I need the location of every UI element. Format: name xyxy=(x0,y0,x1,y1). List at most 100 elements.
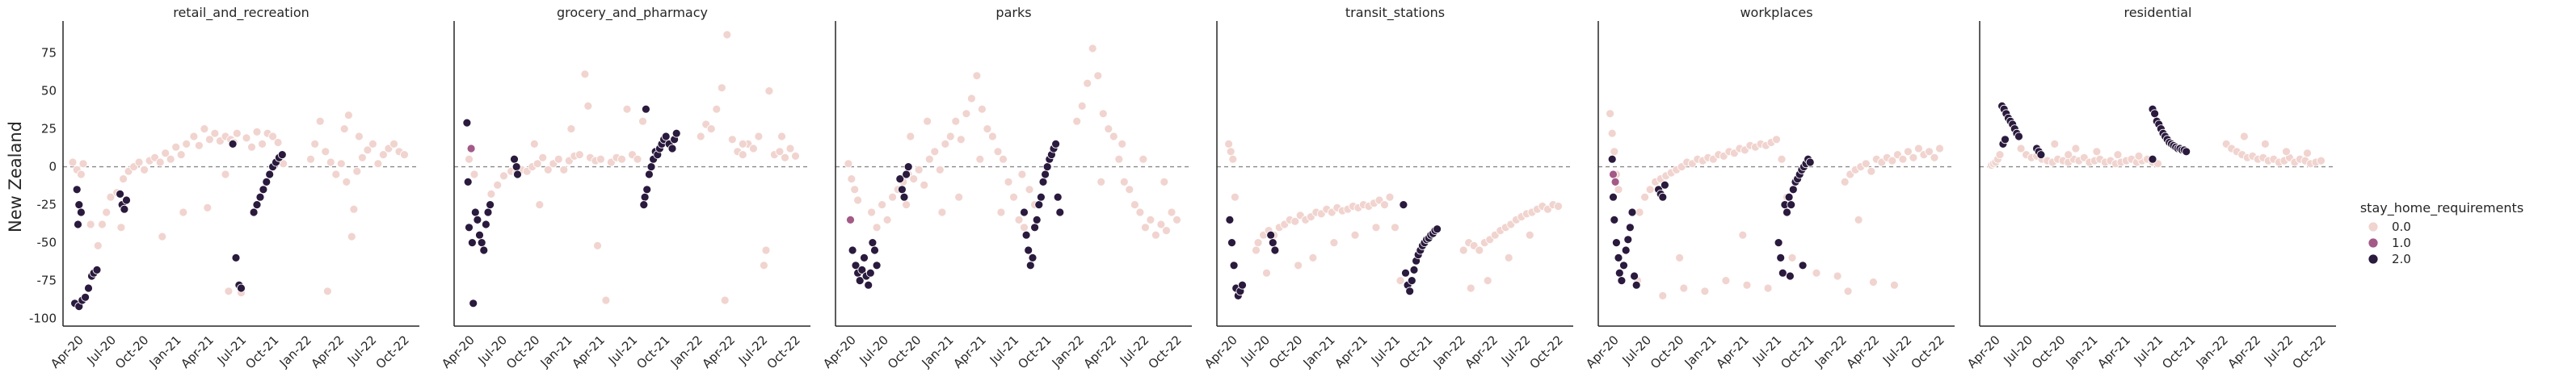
data-point xyxy=(228,139,238,149)
data-point xyxy=(224,287,234,296)
data-point xyxy=(1888,156,1897,165)
data-point xyxy=(1162,226,1171,236)
x-tick-label: Oct-21 xyxy=(2159,333,2198,371)
data-point xyxy=(847,174,857,184)
data-point xyxy=(1930,153,1939,162)
data-point xyxy=(2014,132,2023,141)
data-point xyxy=(343,111,353,120)
data-point xyxy=(1475,245,1484,255)
data-point xyxy=(194,140,204,150)
data-point xyxy=(1612,238,1621,248)
legend-title: stay_home_requirements xyxy=(2360,200,2523,216)
data-point xyxy=(1787,253,1797,262)
data-point xyxy=(1784,192,1794,202)
data-point xyxy=(1812,268,1821,278)
x-tick-label: Oct-22 xyxy=(1526,333,1565,371)
data-point xyxy=(1772,135,1781,144)
data-point xyxy=(749,144,758,153)
data-point xyxy=(1030,223,1039,232)
data-point xyxy=(791,151,800,161)
data-point xyxy=(1898,154,1908,164)
data-point xyxy=(951,116,961,126)
panel-title: transit_stations xyxy=(1345,5,1445,21)
data-point xyxy=(1843,287,1853,296)
data-point xyxy=(868,238,878,248)
data-point xyxy=(1909,153,1918,162)
data-point xyxy=(2150,109,2160,119)
data-point xyxy=(2282,147,2291,157)
data-point xyxy=(347,232,356,241)
facet-panel-transit_stations: transit_stationsApr-20Jul-20Oct-20Jan-21… xyxy=(1202,5,1573,371)
data-point xyxy=(575,150,584,160)
data-point xyxy=(617,154,626,164)
data-point xyxy=(463,177,473,186)
x-tick-label: Oct-21 xyxy=(1015,333,1054,371)
x-tick-label: Oct-21 xyxy=(1778,333,1816,371)
legend-marker xyxy=(2368,253,2379,265)
data-point xyxy=(1021,230,1031,240)
data-point xyxy=(1077,101,1087,111)
data-point xyxy=(1096,177,1106,186)
data-point xyxy=(1610,215,1619,224)
data-point xyxy=(1055,207,1065,217)
data-point xyxy=(106,192,116,202)
x-tick-label: Jan-22 xyxy=(1430,333,1468,371)
x-tick-label: Apr-20 xyxy=(48,333,86,371)
x-tick-label: Oct-22 xyxy=(373,333,411,371)
data-point xyxy=(1025,185,1034,195)
data-point xyxy=(1308,253,1318,262)
data-point xyxy=(469,170,479,179)
data-point xyxy=(119,174,128,184)
x-tick-label: Apr-20 xyxy=(1964,333,2003,371)
data-point xyxy=(1614,268,1624,278)
data-point xyxy=(1160,177,1169,186)
data-point xyxy=(1266,230,1276,240)
data-point xyxy=(1763,283,1773,293)
data-point xyxy=(646,162,656,172)
data-point xyxy=(322,287,332,296)
data-point xyxy=(232,128,242,138)
data-point xyxy=(486,189,496,199)
legend-label: 2.0 xyxy=(2392,252,2411,266)
data-point xyxy=(1504,253,1513,262)
data-point xyxy=(1020,207,1029,217)
facet-panels: retail_and_recreation 75 50 25 0 -25 -50 -75 -10… xyxy=(29,5,2336,371)
data-point xyxy=(93,241,103,250)
data-point xyxy=(1141,223,1150,232)
legend-entries: 0.0 1.0 2.0 xyxy=(2368,220,2411,266)
panel-title: residential xyxy=(2124,5,2192,20)
data-point xyxy=(978,104,987,114)
data-point xyxy=(872,261,882,270)
data-point xyxy=(2260,139,2270,149)
data-point xyxy=(1554,202,1563,211)
data-point xyxy=(262,177,271,186)
data-point xyxy=(486,200,495,210)
data-point xyxy=(667,144,677,153)
data-point xyxy=(1607,128,1617,138)
data-point xyxy=(74,220,82,229)
data-point xyxy=(566,124,576,134)
data-point xyxy=(74,200,84,210)
panel-title: grocery_and_pharmacy xyxy=(557,5,708,21)
data-point xyxy=(479,245,489,255)
data-point xyxy=(945,132,955,141)
data-point xyxy=(1329,238,1339,248)
data-point xyxy=(470,207,480,217)
y-tick-label: -50 xyxy=(37,236,57,250)
x-tick-label: Jan-22 xyxy=(1812,333,1850,371)
data-point xyxy=(923,116,932,126)
data-point xyxy=(265,170,275,179)
data-point xyxy=(1380,200,1389,210)
data-point xyxy=(1868,278,1878,287)
x-tick-label: Apr-22 xyxy=(1462,333,1501,371)
x-tick-label: Apr-21 xyxy=(950,333,989,371)
data-point xyxy=(249,207,259,217)
data-point xyxy=(1778,268,1787,278)
x-tick-label: Oct-20 xyxy=(1648,333,1686,371)
data-point xyxy=(898,185,907,195)
data-point xyxy=(962,109,971,119)
data-point xyxy=(1614,253,1623,262)
data-point xyxy=(98,220,107,229)
data-point xyxy=(1024,245,1033,255)
